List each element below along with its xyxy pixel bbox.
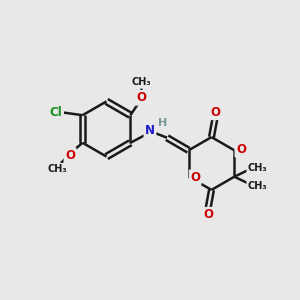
Text: O: O	[203, 208, 213, 221]
Text: CH₃: CH₃	[48, 164, 67, 174]
Text: CH₃: CH₃	[131, 77, 151, 87]
Text: CH₃: CH₃	[248, 163, 267, 173]
Text: O: O	[136, 91, 146, 104]
Text: N: N	[145, 124, 155, 137]
Text: O: O	[190, 171, 200, 184]
Text: H: H	[158, 118, 167, 128]
Text: Cl: Cl	[50, 106, 63, 119]
Text: CH₃: CH₃	[248, 181, 267, 191]
Text: O: O	[210, 106, 220, 119]
Text: O: O	[236, 143, 246, 156]
Text: O: O	[65, 148, 75, 162]
